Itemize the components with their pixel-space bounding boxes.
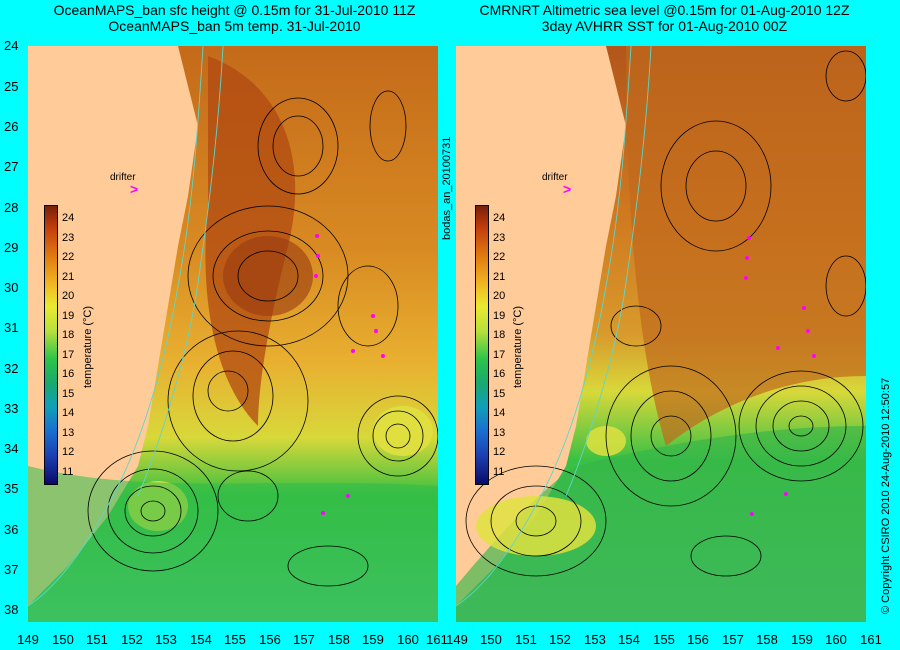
colorbar-tick: 12 (493, 446, 506, 458)
sea-height-contours (465, 50, 866, 577)
colorbar-unit-label: temperature (°C) (512, 305, 524, 388)
colorbar-tick: 16 (62, 368, 75, 380)
drifter-track (314, 234, 385, 515)
colorbar-tick: 11 (62, 466, 74, 478)
x-tick-label: 151 (86, 632, 108, 647)
right-title-line1: CMRNRT Altimetric sea level @0.15m for 0… (479, 2, 850, 18)
x-tick-label: 154 (618, 632, 640, 647)
left-title-line2: OceanMAPS_ban 5m temp. 31-Jul-2010 (108, 18, 361, 34)
x-tick-label: 154 (190, 632, 212, 647)
colorbar-tick: 13 (62, 427, 75, 439)
y-tick-label: 26 (4, 119, 19, 134)
colorbar-tick: 14 (62, 407, 75, 419)
colorbar-tick: 11 (493, 466, 505, 478)
y-tick-label: 29 (4, 240, 19, 255)
y-tick-label: 31 (4, 320, 19, 335)
x-tick-label: 156 (687, 632, 709, 647)
left-map-title: OceanMAPS_ban sfc height @ 0.15m for 31-… (22, 2, 447, 34)
colorbar-tick: 15 (62, 388, 75, 400)
right-drifter-label: drifter (542, 172, 568, 183)
colorbar-tick: 17 (493, 349, 506, 361)
colorbar-tick: 18 (493, 329, 506, 341)
x-tick-label: 155 (224, 632, 246, 647)
left-sst-map (28, 46, 438, 622)
bathymetry-contours (456, 46, 652, 607)
x-tick-label: 155 (653, 632, 675, 647)
x-tick-label: 153 (584, 632, 606, 647)
x-tick-label: 149 (17, 632, 39, 647)
y-tick-label: 24 (4, 38, 19, 53)
x-tick-label: 156 (259, 632, 281, 647)
colorbar-tick: 19 (493, 310, 506, 322)
right-map-graphic (456, 46, 866, 622)
colorbar-tick: 20 (62, 290, 75, 302)
y-tick-label: 38 (4, 602, 19, 617)
colorbar-unit-label: temperature (°C) (82, 305, 94, 388)
x-tick-label: 157 (722, 632, 744, 647)
y-tick-label: 35 (4, 481, 19, 496)
colorbar-tick: 22 (493, 251, 506, 263)
x-tick-label: 161 (860, 632, 882, 647)
colorbar-tick: 16 (493, 368, 506, 380)
x-tick-label: 160 (397, 632, 419, 647)
colorbar-tick: 23 (493, 232, 506, 244)
colorbar-tick: 24 (62, 212, 75, 224)
x-tick-label: 159 (362, 632, 384, 647)
x-tick-label: 159 (791, 632, 813, 647)
right-title-line2: 3day AVHRR SST for 01-Aug-2010 00Z (541, 18, 788, 34)
bathymetry-contours (28, 46, 224, 607)
left-map-graphic (28, 46, 438, 622)
right-sst-map (456, 46, 866, 622)
drifter-track (744, 236, 816, 516)
left-drifter-label: drifter (110, 172, 136, 183)
x-tick-label: 153 (155, 632, 177, 647)
y-tick-label: 33 (4, 401, 19, 416)
x-tick-label: 150 (480, 632, 502, 647)
y-tick-label: 34 (4, 441, 19, 456)
x-tick-label: 151 (515, 632, 537, 647)
colorbar-tick: 14 (493, 407, 506, 419)
colorbar-tick: 18 (62, 329, 75, 341)
colorbar-gradient (44, 205, 58, 485)
colorbar-tick: 19 (62, 310, 75, 322)
x-tick-label: 158 (328, 632, 350, 647)
right-map-title: CMRNRT Altimetric sea level @0.15m for 0… (452, 2, 877, 34)
y-tick-label: 36 (4, 522, 19, 537)
x-tick-label: 158 (756, 632, 778, 647)
right-drifter-marker-icon: > (563, 181, 572, 197)
colorbar-tick: 23 (62, 232, 75, 244)
colorbar-tick: 22 (62, 251, 75, 263)
y-tick-label: 27 (4, 159, 19, 174)
x-tick-label: 161 (426, 632, 448, 647)
analysis-tag-label: bodas_an_20100731 (441, 136, 453, 240)
colorbar-tick: 21 (62, 271, 75, 283)
colorbar-gradient (475, 205, 489, 485)
y-tick-label: 30 (4, 280, 19, 295)
copyright-label: © Copyright CSIRO 2010 24-Aug-2010 12:50… (880, 377, 892, 614)
left-title-line1: OceanMAPS_ban sfc height @ 0.15m for 31-… (53, 2, 416, 18)
y-tick-label: 32 (4, 361, 19, 376)
colorbar-tick: 17 (62, 349, 75, 361)
x-tick-label: 152 (121, 632, 143, 647)
x-tick-label: 150 (52, 632, 74, 647)
left-drifter-marker-icon: > (130, 181, 139, 197)
colorbar-tick: 12 (62, 446, 75, 458)
x-tick-label: 152 (549, 632, 571, 647)
colorbar-tick: 24 (493, 212, 506, 224)
sea-height-contours (87, 90, 438, 587)
x-tick-label: 149 (446, 632, 468, 647)
colorbar-tick: 15 (493, 388, 506, 400)
colorbar-tick: 21 (493, 271, 506, 283)
colorbar-tick: 20 (493, 290, 506, 302)
y-tick-label: 25 (4, 79, 19, 94)
x-tick-label: 157 (293, 632, 315, 647)
colorbar-tick: 13 (493, 427, 506, 439)
y-tick-label: 28 (4, 200, 19, 215)
x-tick-label: 160 (825, 632, 847, 647)
y-tick-label: 37 (4, 562, 19, 577)
